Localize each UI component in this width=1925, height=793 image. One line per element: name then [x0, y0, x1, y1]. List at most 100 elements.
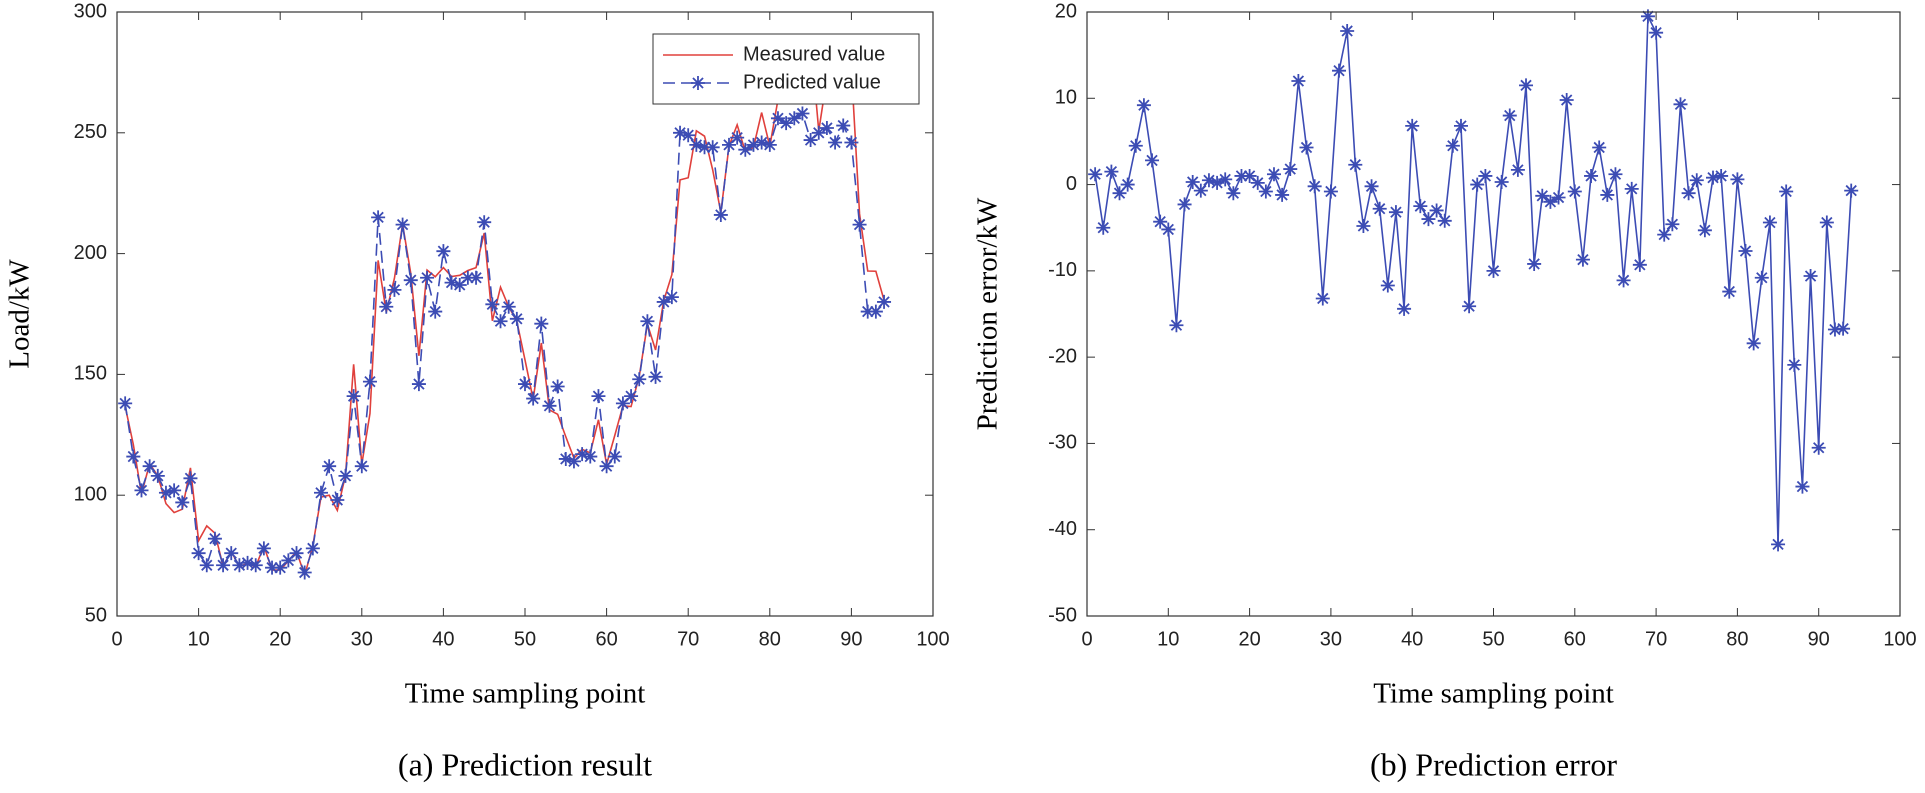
data-point	[1356, 218, 1371, 233]
x-tick-label: 60	[595, 628, 617, 650]
data-point	[754, 135, 769, 150]
data-point	[1470, 177, 1485, 192]
data-point	[1088, 167, 1103, 182]
data-point	[836, 118, 851, 133]
data-point	[1226, 186, 1241, 201]
y-tick-label: 300	[74, 0, 107, 22]
data-point	[305, 541, 320, 556]
data-point	[673, 125, 688, 140]
data-point	[738, 142, 753, 157]
data-point	[1161, 222, 1176, 237]
data-point	[1771, 537, 1786, 552]
data-point	[1754, 270, 1769, 285]
data-point	[542, 398, 557, 413]
data-point	[150, 468, 165, 483]
legend: Measured value Predicted value	[652, 33, 920, 105]
x-tick-label: 0	[111, 628, 122, 650]
data-point	[779, 116, 794, 131]
data-point	[1616, 273, 1631, 288]
data-point	[1722, 284, 1737, 299]
data-point	[1608, 167, 1623, 182]
plot: 0 10 20 30 40 50 60 70 80 90 100 -50 -40 -30 -20 -10 0 10…	[972, 0, 1917, 782]
data-point	[1600, 187, 1615, 202]
data-point	[477, 215, 492, 230]
data-point	[632, 372, 647, 387]
data-point	[803, 133, 818, 148]
data-point	[697, 140, 712, 155]
data-point	[1462, 299, 1477, 314]
x-tick-label: 40	[432, 628, 454, 650]
data-point	[1681, 186, 1696, 201]
data-point	[330, 493, 345, 508]
data-point	[216, 558, 231, 573]
data-point	[1819, 215, 1834, 230]
data-point	[1510, 162, 1525, 177]
data-point	[436, 244, 451, 259]
legend-marker	[691, 76, 705, 90]
data-point	[811, 125, 826, 140]
data-point	[1567, 184, 1582, 199]
data-point	[354, 459, 369, 474]
data-point	[1519, 78, 1534, 93]
data-point	[485, 297, 500, 312]
data-point	[460, 270, 475, 285]
axes-frame	[1086, 11, 1901, 617]
y-tick-label: -40	[1048, 518, 1077, 540]
data-point	[1673, 97, 1688, 112]
data-point	[705, 140, 720, 155]
data-point	[591, 389, 606, 404]
data-point	[1478, 168, 1493, 183]
x-tick-label: 90	[1808, 628, 1830, 650]
data-point	[1332, 63, 1347, 78]
caption: (a) Prediction result	[398, 746, 652, 782]
data-point	[338, 468, 353, 483]
x-tick-label: 50	[1482, 628, 1504, 650]
x-tick-label: 70	[1645, 628, 1667, 650]
data-point	[1437, 213, 1452, 228]
data-point	[1844, 183, 1859, 198]
data-point	[1543, 194, 1558, 209]
data-point	[158, 485, 173, 500]
data-point	[411, 377, 426, 392]
data-point	[1120, 177, 1135, 192]
data-point	[1429, 203, 1444, 218]
data-point	[746, 137, 761, 152]
data-point	[1275, 187, 1290, 202]
data-point	[444, 275, 459, 290]
data-point	[1185, 174, 1200, 189]
data-point	[1177, 197, 1192, 212]
data-point	[1413, 199, 1428, 214]
data-point	[1502, 108, 1517, 123]
data-point	[1397, 301, 1412, 316]
y-tick-label: 10	[1055, 87, 1077, 109]
data-point	[1584, 168, 1599, 183]
data-point	[289, 546, 304, 561]
data-point	[1624, 181, 1639, 196]
data-point	[558, 451, 573, 466]
data-point	[1527, 256, 1542, 271]
y-tick-label: -50	[1048, 604, 1077, 626]
data-point	[1706, 170, 1721, 185]
data-point	[183, 471, 198, 486]
data-point	[1689, 173, 1704, 188]
data-point	[795, 106, 810, 121]
y-tick-label: 200	[74, 242, 107, 264]
data-point	[575, 447, 590, 462]
data-point	[550, 379, 565, 394]
data-point	[1803, 269, 1818, 284]
axes-frame	[116, 11, 934, 617]
data-point	[1096, 220, 1111, 235]
caption: (b) Prediction error	[1370, 746, 1617, 782]
data-point	[175, 495, 190, 510]
data-point	[167, 483, 182, 498]
data-point	[664, 290, 679, 305]
data-point	[1559, 93, 1574, 108]
data-point	[1551, 190, 1566, 205]
data-point	[1795, 479, 1810, 494]
data-point	[1242, 168, 1257, 183]
data-point	[1210, 175, 1225, 190]
series-line	[124, 112, 885, 575]
data-point	[1445, 138, 1460, 153]
data-point	[1738, 244, 1753, 259]
data-point	[1128, 138, 1143, 153]
